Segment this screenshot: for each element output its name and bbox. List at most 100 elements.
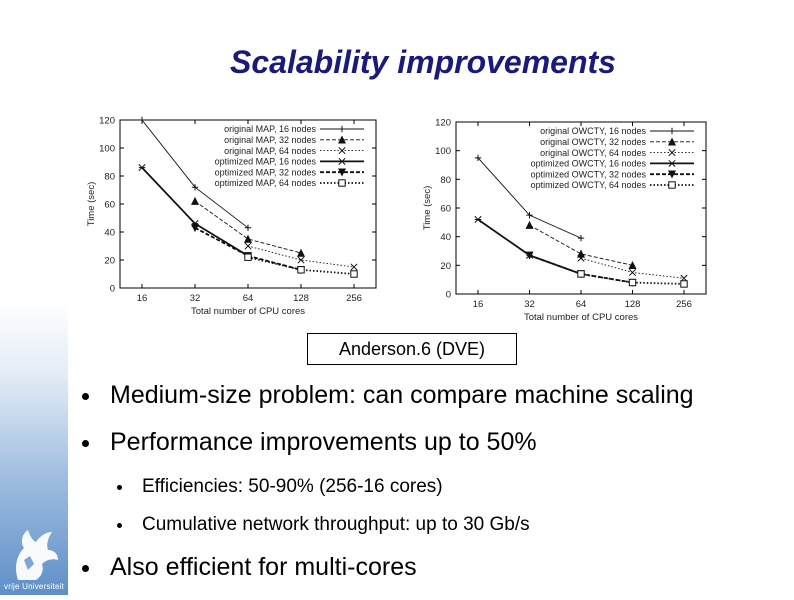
data-point (577, 270, 585, 278)
bullet-icon (82, 393, 89, 400)
legend-marker (668, 149, 676, 157)
x-tick-label: 16 (137, 293, 148, 304)
y-axis-label: Time (sec) (86, 182, 97, 227)
data-point (525, 220, 534, 229)
legend-marker (338, 157, 346, 165)
y-axis-label: Time (sec) (422, 186, 433, 231)
series-line (194, 200, 302, 254)
legend-marker (668, 181, 676, 189)
x-tick-label: 64 (243, 293, 254, 304)
y-tick-label: 20 (440, 261, 451, 272)
data-point (628, 261, 637, 270)
y-tick-label: 100 (99, 144, 115, 155)
y-tick-label: 60 (104, 200, 115, 211)
x-axis-label: Total number of CPU cores (524, 312, 638, 323)
data-point (244, 224, 252, 231)
series-line (247, 256, 355, 275)
data-point (350, 270, 358, 278)
legend-marker (338, 179, 346, 187)
legend-entry: optimized MAP, 32 nodes (215, 167, 317, 177)
legend-entry: optimized OWCTY, 64 nodes (531, 180, 647, 190)
legend-marker (337, 135, 347, 144)
x-tick-label: 32 (190, 293, 201, 304)
chart-owcty: 0 20 40 60 80 100 120 16 32 64 128 256 Total number … (414, 118, 714, 330)
legend-entry: original MAP, 64 nodes (224, 146, 316, 156)
data-point (296, 248, 306, 257)
data-point (680, 280, 688, 288)
y-tick-label: 40 (440, 232, 451, 243)
y-tick-label: 0 (446, 290, 451, 301)
legend-entry: original MAP, 16 nodes (224, 124, 316, 134)
y-tick-label: 100 (435, 146, 451, 157)
x-tick-label: 256 (676, 299, 692, 310)
chart-map-svg: 0 20 40 60 80 100 120 16 32 64 128 256 Total number … (86, 116, 377, 317)
legend-entry: original MAP, 32 nodes (224, 135, 316, 145)
legend-marker (337, 168, 347, 177)
data-point (244, 242, 252, 250)
x-tick-label: 32 (524, 299, 535, 310)
data-point (350, 263, 358, 271)
bullet-text: Performance improvements up to 50% (110, 428, 537, 456)
data-point (190, 224, 200, 233)
y-tick-label: 120 (435, 118, 451, 129)
data-point (526, 211, 533, 219)
data-point (577, 254, 585, 262)
legend-entry: original OWCTY, 32 nodes (540, 137, 646, 147)
series-2 (525, 220, 637, 270)
series-3 (577, 254, 688, 282)
bullet-text: Efficiencies: 50-90% (256-16 cores) (142, 476, 443, 497)
legend-entry: original OWCTY, 64 nodes (540, 148, 646, 158)
data-point (138, 116, 146, 124)
data-point (243, 234, 253, 243)
griffin-icon (16, 530, 58, 580)
series-1 (138, 116, 252, 231)
x-tick-label: 128 (293, 293, 309, 304)
x-tick-label: 256 (346, 293, 362, 304)
series-line (247, 245, 355, 268)
logo-text: vrije Universiteit (4, 582, 65, 591)
data-point (525, 251, 534, 260)
bullet-icon (82, 440, 89, 447)
legend-marker (338, 147, 346, 155)
series-line (529, 254, 633, 284)
legend-marker (338, 125, 346, 133)
data-point (628, 278, 637, 287)
y-tick-label: 0 (110, 284, 115, 295)
y-tick-label: 80 (440, 175, 451, 186)
series-2 (190, 196, 306, 257)
data-point (474, 215, 482, 224)
data-point (576, 249, 586, 258)
series-6 (577, 270, 688, 288)
series-3 (244, 242, 358, 271)
legend-marker (668, 159, 676, 167)
legend-entry: optimized MAP, 64 nodes (215, 178, 317, 188)
bullet-icon (117, 523, 122, 528)
y-tick-label: 20 (104, 256, 115, 267)
y-tick-label: 80 (104, 172, 115, 183)
x-tick-label: 128 (625, 299, 641, 310)
data-point (297, 266, 305, 274)
university-logo: vrije Universiteit (0, 520, 68, 595)
bullet-text: Medium-size problem: can compare machine… (110, 381, 694, 409)
bullet-icon (82, 565, 89, 572)
bullet-text: Cumulative network throughput: up to 30 … (142, 514, 530, 535)
legend-marker (667, 137, 677, 146)
legend-entry: optimized OWCTY, 32 nodes (531, 169, 647, 179)
x-tick-label: 64 (576, 299, 587, 310)
series-6 (244, 253, 358, 278)
data-point (297, 256, 305, 264)
x-axis-label: Total number of CPU cores (191, 306, 305, 317)
data-point (628, 268, 637, 277)
legend-marker (667, 170, 677, 179)
chart-caption: Anderson.6 (DVE) (307, 333, 517, 365)
slide-title: Scalability improvements (230, 44, 616, 80)
data-point (191, 184, 199, 191)
bullet-text: Also efficient for multi-cores (110, 553, 417, 581)
legend-entry: original OWCTY, 16 nodes (540, 126, 646, 136)
legend-marker (668, 127, 676, 135)
data-point (474, 154, 482, 162)
chart-owcty-svg: 0 20 40 60 80 100 120 16 32 64 128 256 Total number … (422, 118, 707, 323)
data-point (190, 196, 200, 205)
